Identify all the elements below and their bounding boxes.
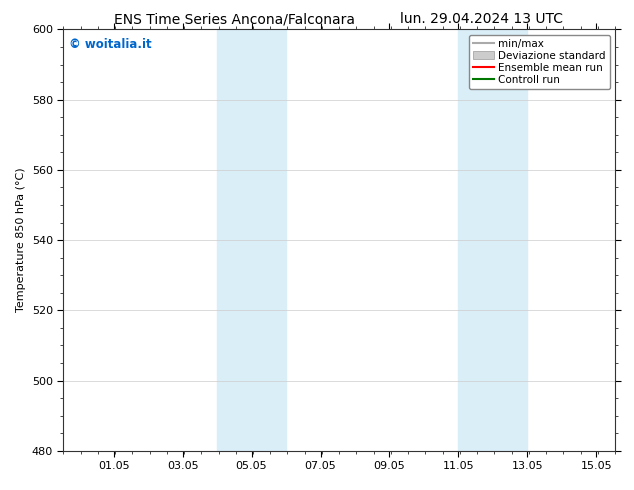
Bar [252,29,286,451]
Text: lun. 29.04.2024 13 UTC: lun. 29.04.2024 13 UTC [400,12,564,26]
Text: ENS Time Series Ancona/Falconara: ENS Time Series Ancona/Falconara [114,12,355,26]
Bar [458,29,493,451]
Bar [493,29,527,451]
Text: © woitalia.it: © woitalia.it [69,38,152,51]
Legend: min/max, Deviazione standard, Ensemble mean run, Controll run: min/max, Deviazione standard, Ensemble m… [469,35,610,89]
Bar [217,29,252,451]
Y-axis label: Temperature 850 hPa (°C): Temperature 850 hPa (°C) [16,168,26,313]
